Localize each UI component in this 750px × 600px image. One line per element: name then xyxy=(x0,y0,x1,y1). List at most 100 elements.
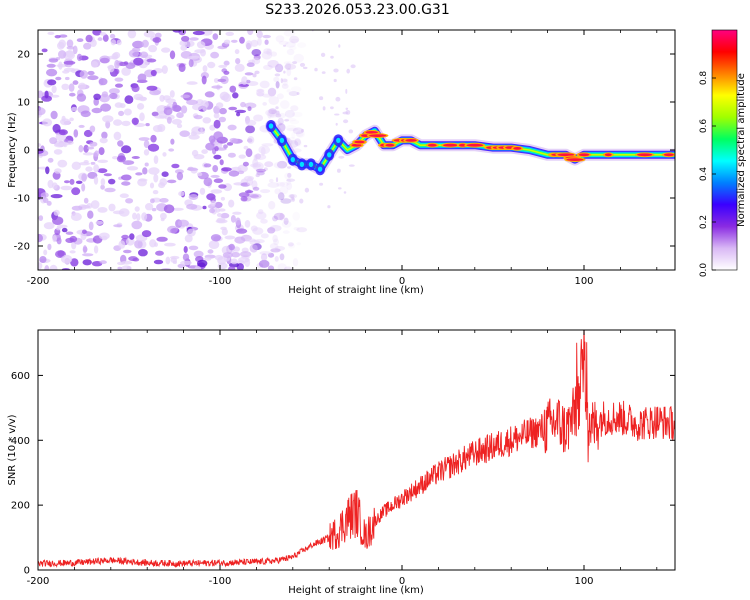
ridge-hotspot-core xyxy=(443,143,458,147)
noise-blob xyxy=(71,205,83,211)
snr-frame xyxy=(37,329,676,571)
noise-blob xyxy=(82,152,94,156)
noise-blob xyxy=(117,261,125,266)
noise-blob xyxy=(65,50,74,58)
noise-blob xyxy=(97,168,108,174)
noise-speck xyxy=(319,182,324,186)
noise-blob xyxy=(263,167,268,171)
noise-blob xyxy=(193,250,204,258)
noise-blob xyxy=(285,41,296,48)
noise-blob xyxy=(46,63,56,68)
noise-blob xyxy=(109,92,118,100)
noise-blob xyxy=(132,40,144,49)
noise-speck xyxy=(333,68,339,73)
noise-blob xyxy=(213,178,224,183)
noise-blob xyxy=(223,60,230,66)
noise-blob xyxy=(223,39,231,45)
noise-blob xyxy=(236,228,248,234)
noise-blob xyxy=(117,266,123,270)
noise-blob xyxy=(213,78,219,83)
noise-blob xyxy=(230,215,236,223)
noise-blob xyxy=(228,199,235,208)
noise-blob xyxy=(135,172,143,176)
noise-blob xyxy=(213,112,220,119)
noise-blob xyxy=(90,61,99,68)
x-tick-label: 0 xyxy=(399,276,405,287)
noise-blob xyxy=(50,194,63,199)
noise-blob xyxy=(118,240,126,249)
noise-blob xyxy=(188,134,200,140)
noise-blob xyxy=(210,174,220,178)
noise-blob xyxy=(76,38,84,42)
noise-blob xyxy=(186,81,198,85)
noise-blob xyxy=(52,123,61,133)
x-tick-label: -200 xyxy=(27,576,50,587)
noise-blob xyxy=(150,198,155,204)
noise-blob xyxy=(43,249,48,256)
noise-blob xyxy=(82,259,92,266)
noise-blob xyxy=(159,178,168,186)
noise-blob xyxy=(272,215,278,222)
noise-blob xyxy=(60,185,73,191)
noise-blob xyxy=(94,150,99,157)
noise-blob xyxy=(288,91,299,97)
noise-blob xyxy=(219,159,224,166)
noise-blob xyxy=(225,31,234,36)
snr-series-line xyxy=(38,330,675,568)
noise-blob xyxy=(267,182,280,188)
noise-blob xyxy=(186,203,198,210)
noise-blob xyxy=(143,149,150,156)
noise-blob xyxy=(209,208,216,214)
noise-blob xyxy=(277,263,287,270)
ridge-hotspot-core xyxy=(637,153,653,157)
noise-blob xyxy=(295,131,304,137)
noise-blob xyxy=(188,194,199,200)
noise-blob xyxy=(69,117,74,122)
noise-blob xyxy=(222,252,233,259)
noise-blob xyxy=(93,164,100,173)
noise-blob xyxy=(267,60,279,68)
y-tick-label: 0 xyxy=(24,146,30,157)
noise-blob xyxy=(215,102,224,109)
noise-blob xyxy=(260,253,268,261)
noise-blob xyxy=(41,95,52,102)
noise-blob xyxy=(70,212,82,221)
noise-blob xyxy=(262,102,268,106)
noise-blob xyxy=(149,89,161,96)
noise-blob xyxy=(262,93,273,98)
noise-blob xyxy=(61,227,68,233)
noise-blob xyxy=(234,49,240,55)
noise-blob xyxy=(121,265,132,270)
noise-blob xyxy=(144,162,149,167)
noise-blob xyxy=(87,210,94,219)
noise-blob xyxy=(87,70,95,76)
noise-blob xyxy=(208,240,220,250)
noise-blob xyxy=(245,40,253,50)
x-tick-label: 100 xyxy=(574,276,593,287)
noise-blob xyxy=(220,212,230,219)
noise-blob xyxy=(128,256,138,262)
noise-blob xyxy=(236,112,241,117)
noise-blob xyxy=(145,203,154,211)
noise-blob xyxy=(99,260,107,265)
noise-blob xyxy=(39,256,47,263)
noise-blob xyxy=(187,228,196,237)
noise-blob xyxy=(53,209,60,216)
noise-blob xyxy=(89,125,96,133)
noise-blob xyxy=(227,124,237,131)
noise-blob xyxy=(117,140,124,147)
noise-blob xyxy=(165,256,171,265)
ridge-hotspot-core xyxy=(566,158,584,162)
noise-blob xyxy=(228,170,240,177)
noise-blob xyxy=(188,245,199,251)
noise-blob xyxy=(258,259,270,268)
noise-blob xyxy=(242,161,249,167)
noise-blob xyxy=(82,245,88,254)
noise-blob xyxy=(65,76,70,81)
noise-blob xyxy=(166,116,172,124)
noise-blob xyxy=(178,191,185,197)
noise-blob xyxy=(278,40,289,46)
noise-blob xyxy=(86,203,93,209)
noise-blob xyxy=(38,90,44,99)
colorbar-tick-label: 0.0 xyxy=(699,263,709,278)
